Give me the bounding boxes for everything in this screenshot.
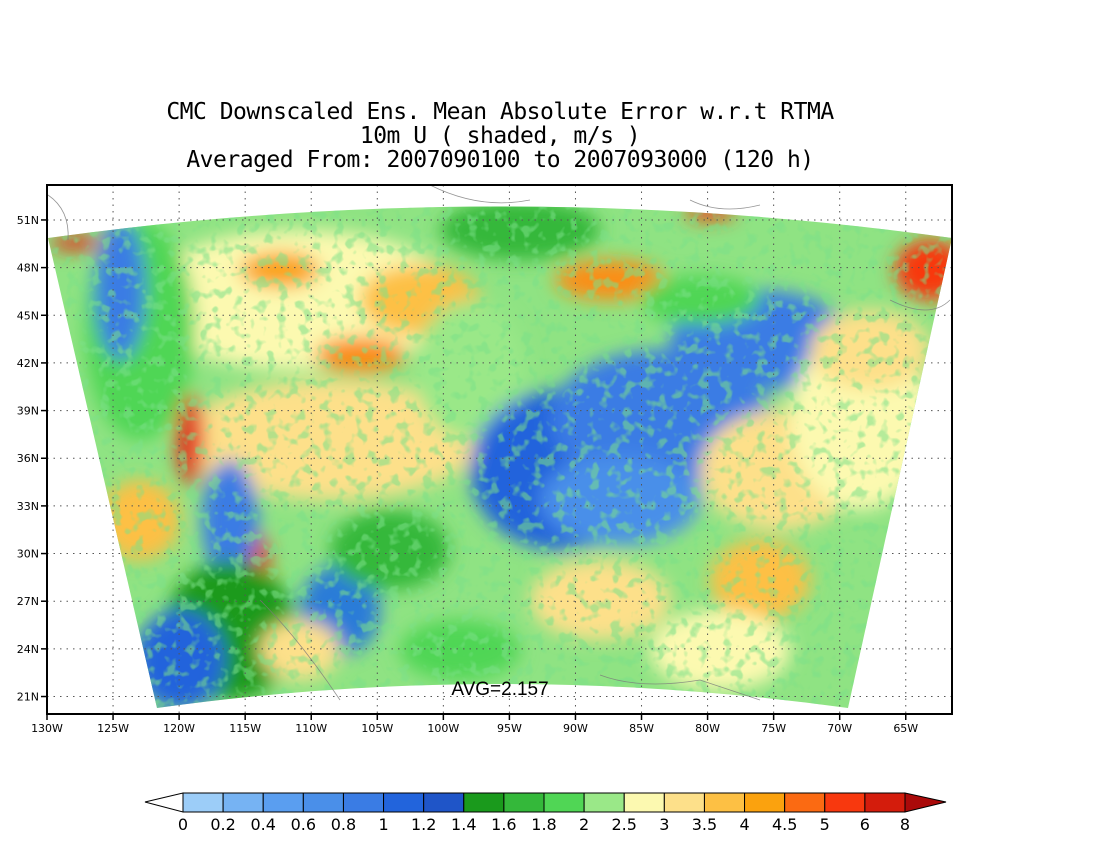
plot-frame (46, 184, 953, 715)
lon-tick-label: 65W (893, 722, 918, 735)
colorbar-label: 3 (659, 815, 669, 834)
colorbar-swatch (423, 792, 465, 813)
lat-tick-label: 45N (17, 309, 39, 322)
colorbar-swatch (222, 792, 264, 813)
colorbar-swatch (864, 792, 906, 813)
lon-tick-label: 120W (163, 722, 195, 735)
colorbar-label: 1 (378, 815, 388, 834)
colorbar: 0 0.2 0.4 0.6 0.8 1 1.2 1.4 1.6 1.8 2 2.5 3 3.5 4 4.5 5 6… (144, 792, 947, 834)
title-line-2: 10m U ( shaded, m/s ) (359, 123, 641, 149)
colorbar-label: 0.2 (210, 815, 235, 834)
gridlines (47, 185, 952, 714)
colorbar-swatch (302, 792, 344, 813)
lat-tick-label: 48N (17, 262, 39, 275)
lat-tick-label: 24N (17, 643, 39, 656)
lon-tick-label: 90W (563, 722, 588, 735)
average-label: AVG=2.157 (451, 679, 548, 700)
lat-tick-label: 42N (17, 357, 39, 370)
lat-tick-label: 30N (17, 548, 39, 561)
lon-tick-label: 80W (695, 722, 720, 735)
lat-tick-label: 33N (17, 500, 39, 513)
colorbar-label: 5 (820, 815, 830, 834)
lon-tick-label: 85W (629, 722, 654, 735)
colorbar-label: 2.5 (611, 815, 636, 834)
colorbar-swatch (623, 792, 665, 813)
colorbar-label: 4.5 (772, 815, 797, 834)
colorbar-swatch (383, 792, 425, 813)
lat-tick-label: 39N (17, 405, 39, 418)
colorbar-label: 1.4 (451, 815, 476, 834)
colorbar-swatch (463, 792, 505, 813)
colorbar-swatch (663, 792, 705, 813)
colorbar-swatch (824, 792, 866, 813)
lon-tick-label: 70W (827, 722, 852, 735)
lat-tick-label: 27N (17, 595, 39, 608)
colorbar-swatch (784, 792, 826, 813)
colorbar-swatch (543, 792, 585, 813)
colorbar-underflow-arrow (144, 792, 184, 813)
coastlines (47, 185, 951, 701)
colorbar-label: 1.2 (411, 815, 436, 834)
title-line-1: CMC Downscaled Ens. Mean Absolute Error … (166, 99, 834, 125)
longitude-tick-labels: 130W 125W 120W 115W 110W 105W 100W 95W 90W 85W 80W… (31, 714, 918, 735)
lon-tick-label: 130W (31, 722, 63, 735)
title-line-3: Averaged From: 2007090100 to 2007093000 … (186, 147, 814, 173)
colorbar-swatch (744, 792, 786, 813)
colorbar-swatch (262, 792, 304, 813)
lon-tick-label: 115W (229, 722, 261, 735)
lon-tick-label: 125W (97, 722, 129, 735)
colorbar-swatch (342, 792, 385, 813)
error-field (48, 206, 952, 708)
colorbar-label: 0 (178, 815, 188, 834)
colorbar-label: 6 (860, 815, 870, 834)
lon-tick-label: 95W (497, 722, 522, 735)
latitude-tick-labels: 21N 24N 27N 30N 33N 36N 39N 42N 45N 48N 51N (17, 214, 47, 704)
colorbar-label: 0.4 (250, 815, 275, 834)
colorbar-swatch (703, 792, 746, 813)
map-title: CMC Downscaled Ens. Mean Absolute Error … (0, 100, 1000, 172)
colorbar-swatch (182, 792, 224, 813)
lat-tick-label: 51N (17, 214, 39, 227)
lon-tick-label: 75W (761, 722, 786, 735)
colorbar-label: 1.6 (491, 815, 516, 834)
lon-tick-label: 105W (361, 722, 393, 735)
lon-tick-label: 110W (295, 722, 327, 735)
lat-tick-label: 36N (17, 452, 39, 465)
colorbar-swatch (583, 792, 625, 813)
colorbar-overflow-arrow (904, 792, 947, 813)
lat-tick-label: 21N (17, 691, 39, 704)
colorbar-label: 4 (739, 815, 749, 834)
plot-area (47, 185, 952, 714)
colorbar-label: 0.6 (291, 815, 316, 834)
colorbar-label: 0.8 (331, 815, 356, 834)
colorbar-label: 1.8 (531, 815, 556, 834)
lon-tick-label: 100W (427, 722, 459, 735)
colorbar-swatch (503, 792, 545, 813)
colorbar-label: 3.5 (692, 815, 717, 834)
colorbar-label: 2 (579, 815, 589, 834)
colorbar-label: 8 (900, 815, 910, 834)
